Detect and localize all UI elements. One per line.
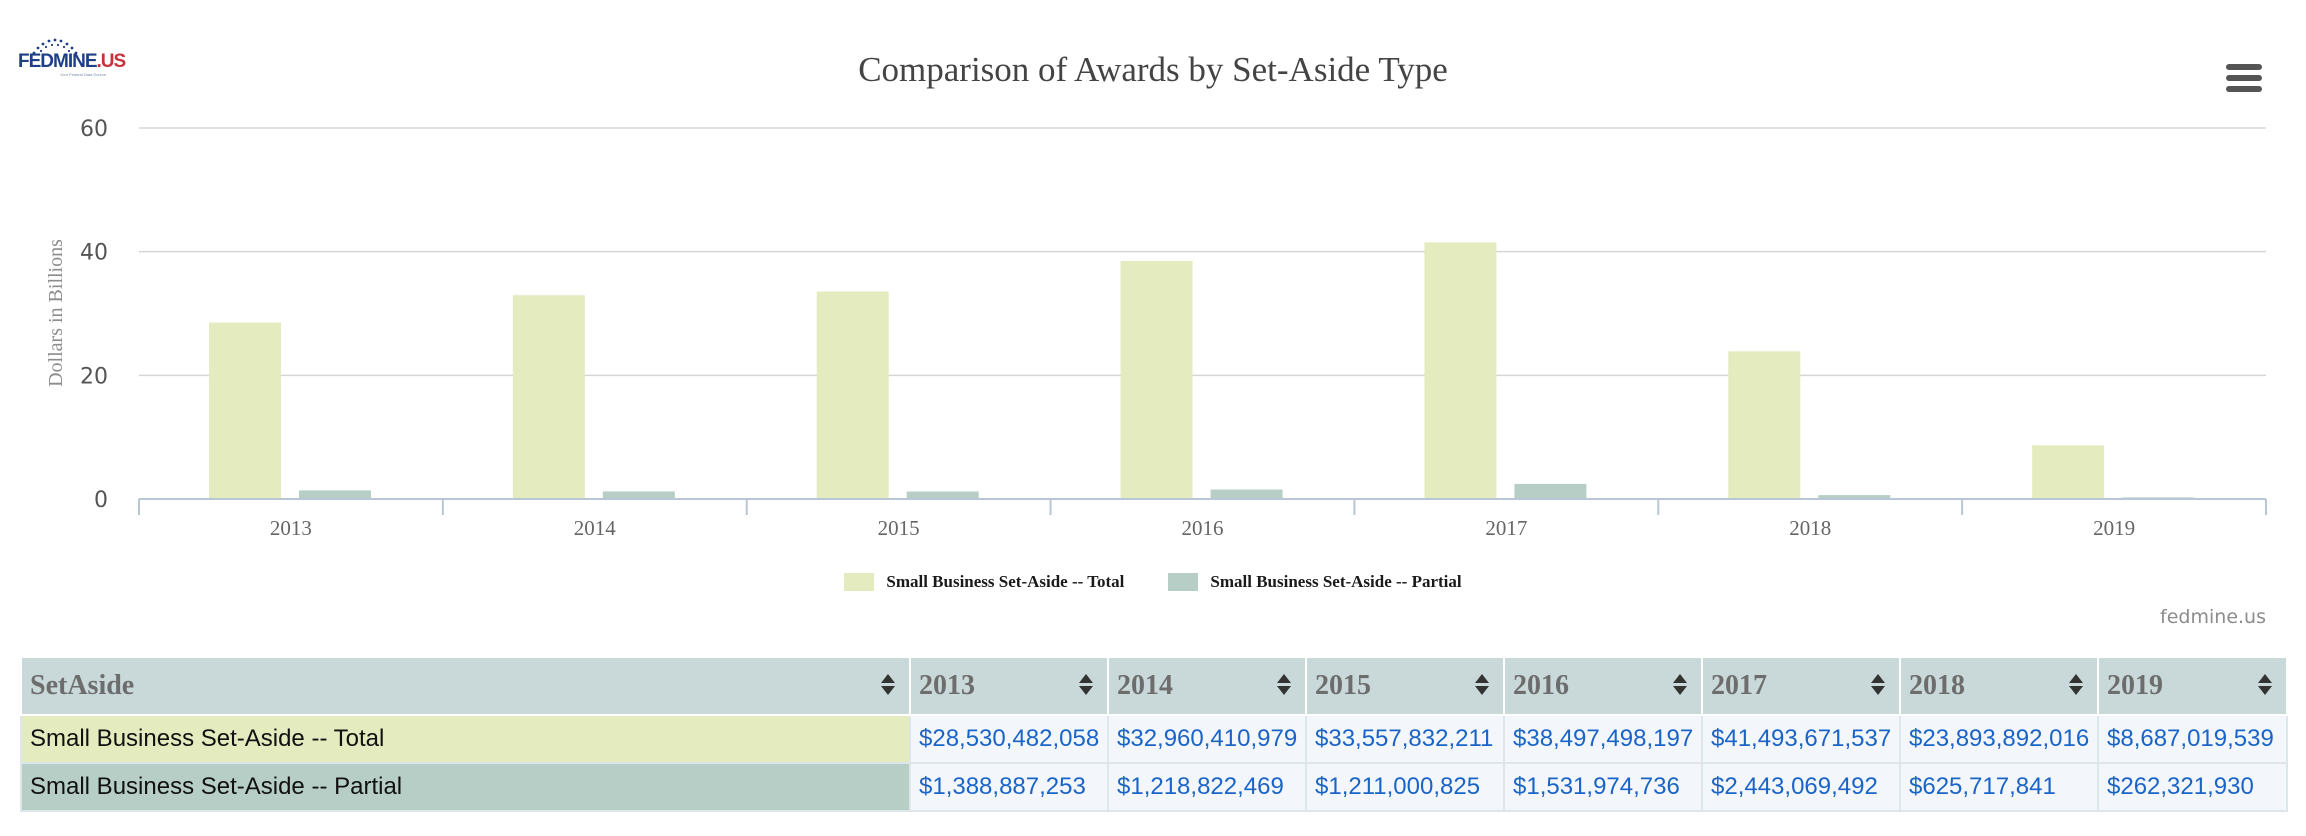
bar-partial-2016[interactable] [1210,489,1283,499]
legend-swatch [1168,573,1199,591]
legend-label: Small Business Set-Aside -- Partial [1210,572,1462,591]
column-header-2015[interactable]: 2015 [1305,656,1505,716]
column-header-label: 2017 [1711,670,1767,701]
column-header-2014[interactable]: 2014 [1107,656,1307,716]
bar-total-2016[interactable] [1120,260,1193,499]
sort-icon[interactable] [881,674,895,696]
bar-total-2017[interactable] [1424,242,1497,500]
column-header-setaside[interactable]: SetAside [20,656,911,716]
column-header-2018[interactable]: 2018 [1899,656,2099,716]
column-header-2019[interactable]: 2019 [2097,656,2288,716]
cell-value-2014[interactable]: $1,218,822,469 [1107,762,1307,812]
sort-icon[interactable] [2258,674,2272,696]
column-header-2013[interactable]: 2013 [909,656,1109,716]
logo-dots-icon [32,38,78,55]
x-tick-label: 2016 [1182,516,1224,540]
column-header-label: 2015 [1315,670,1371,701]
table-row: Small Business Set-Aside -- Total $28,530… [20,714,2288,764]
column-header-label: 2013 [919,670,975,701]
logo-tagline: Your Federal Data Source [60,72,107,77]
chart-title: Comparison of Awards by Set-Aside Type [858,50,1448,89]
y-tick-label: 40 [80,241,108,266]
row-label: Small Business Set-Aside -- Partial [20,762,911,812]
bar-partial-2013[interactable] [299,490,371,499]
cell-value-2018[interactable]: $23,893,892,016 [1899,714,2099,764]
column-header-label: 2018 [1909,670,1965,701]
bar-partial-2014[interactable] [602,491,675,499]
hamburger-menu-icon [2226,64,2262,70]
bar-total-2015[interactable] [816,291,889,499]
bar-partial-2017[interactable] [1514,483,1587,499]
bar-chart: 0 20 40 60 2013 2014 2015 2016 2017 2018 2019 Dol… [45,117,2267,540]
column-header-2016[interactable]: 2016 [1503,656,1703,716]
legend-swatch [844,573,875,591]
table-row: Small Business Set-Aside -- Partial $1,38… [20,762,2288,812]
cell-value-2013[interactable]: $1,388,887,253 [909,762,1109,812]
column-header-label: 2019 [2107,670,2163,701]
cell-value-2019[interactable]: $262,321,930 [2097,762,2288,812]
legend-item-partial[interactable]: Small Business Set-Aside -- Partial [1168,572,1462,592]
sort-icon[interactable] [1277,674,1291,696]
cell-value-2019[interactable]: $8,687,019,539 [2097,714,2288,764]
cell-value-2015[interactable]: $33,557,832,211 [1305,714,1505,764]
x-tick-label: 2019 [2093,516,2135,540]
x-tick-label: 2018 [1789,516,1831,540]
chart-credit: fedmine.us [2160,606,2266,628]
x-tick-label: 2014 [574,516,617,540]
logo-main: FEDMINE [18,51,97,72]
sort-icon[interactable] [1079,674,1093,696]
cell-value-2013[interactable]: $28,530,482,058 [909,714,1109,764]
legend-item-total[interactable]: Small Business Set-Aside -- Total [844,572,1124,592]
bar-total-2013[interactable] [209,322,281,499]
x-tick-label: 2015 [878,516,920,540]
sort-icon[interactable] [1673,674,1687,696]
y-tick-label: 0 [94,488,108,513]
row-label: Small Business Set-Aside -- Total [20,714,911,764]
logo-suffix: .US [96,51,127,72]
data-table: SetAside 2013 2014 2015 2016 2017 2018 2019 Sma… [20,656,2288,812]
column-header-label: SetAside [30,670,135,701]
chart-menu-button[interactable] [2226,64,2262,94]
bar-partial-2018[interactable] [1818,495,1891,499]
sort-icon[interactable] [1871,674,1885,696]
x-tick-label: 2017 [1485,516,1527,540]
cell-value-2017[interactable]: $41,493,671,537 [1701,714,1901,764]
table-header-row: SetAside 2013 2014 2015 2016 2017 2018 2019 [20,656,2288,716]
y-tick-label: 60 [80,117,108,142]
y-tick-label: 20 [80,364,108,389]
sort-icon[interactable] [2069,674,2083,696]
bar-total-2018[interactable] [1728,351,1801,499]
legend-label: Small Business Set-Aside -- Total [886,572,1125,591]
column-header-label: 2016 [1513,670,1569,701]
bar-total-2019[interactable] [2032,445,2105,499]
sort-icon[interactable] [1475,674,1489,696]
cell-value-2015[interactable]: $1,211,000,825 [1305,762,1505,812]
x-tick-label: 2013 [270,516,312,540]
cell-value-2014[interactable]: $32,960,410,979 [1107,714,1307,764]
cell-value-2018[interactable]: $625,717,841 [1899,762,2099,812]
bar-total-2014[interactable] [512,295,585,499]
cell-value-2016[interactable]: $38,497,498,197 [1503,714,1703,764]
fedmine-logo: FEDMINE.US Your Federal Data Source [18,36,138,84]
cell-value-2017[interactable]: $2,443,069,492 [1701,762,1901,812]
bar-partial-2015[interactable] [906,491,979,499]
y-axis-title: Dollars in Billions [45,239,67,387]
logo-wordmark: FEDMINE.US [18,51,127,73]
chart-legend: Small Business Set-Aside -- Total Small B… [0,572,2306,592]
column-header-label: 2014 [1117,670,1173,701]
cell-value-2016[interactable]: $1,531,974,736 [1503,762,1703,812]
column-header-2017[interactable]: 2017 [1701,656,1901,716]
